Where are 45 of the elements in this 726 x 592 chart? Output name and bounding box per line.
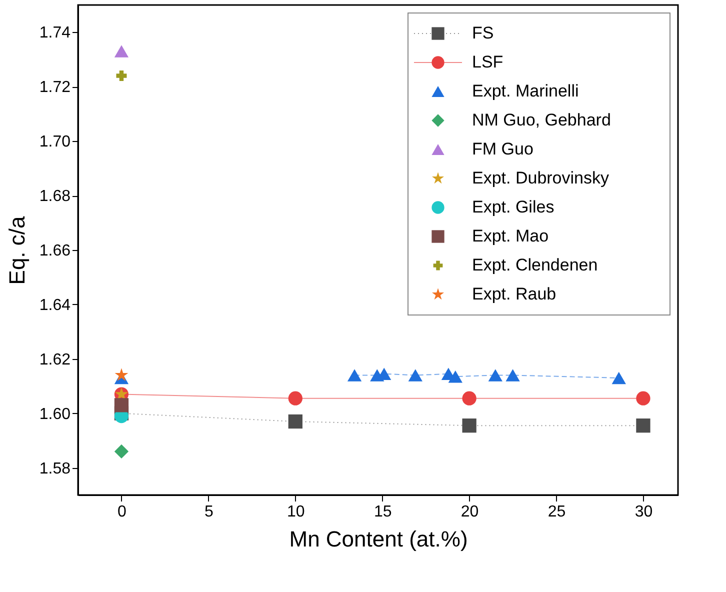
point: [288, 414, 302, 429]
y-tick-label: 1.58: [39, 460, 71, 478]
legend-label: Expt. Mao: [472, 226, 549, 246]
point: [612, 372, 626, 384]
point: [114, 398, 129, 412]
point: [462, 418, 476, 433]
legend-label: Expt. Raub: [472, 284, 556, 304]
y-tick-label: 1.68: [39, 188, 71, 206]
legend-label: NM Guo, Gebhard: [472, 110, 611, 130]
point: [448, 370, 462, 383]
legend-label: Expt. Marinelli: [472, 82, 579, 100]
point: [636, 418, 650, 433]
y-tick-label: 1.70: [39, 134, 71, 151]
legend-label: FS: [472, 24, 494, 42]
point: [506, 369, 520, 382]
y-axis-title: Eq. c/a: [4, 215, 30, 285]
legend-label: FM Guo: [472, 140, 534, 158]
legend-label: Expt. Clendenen: [472, 256, 598, 274]
y-tick-label: 1.62: [39, 351, 71, 368]
y-tick-label: 1.66: [39, 242, 71, 260]
point: [462, 391, 476, 406]
point: [288, 391, 302, 406]
point: [488, 369, 502, 382]
legend-label: LSF: [472, 52, 504, 72]
x-tick-label: 20: [460, 504, 479, 520]
point: [114, 368, 128, 381]
x-axis-title: Mn Content (at.%): [289, 526, 468, 552]
x-tick-label: 25: [548, 504, 566, 520]
point: [636, 391, 650, 406]
point: [116, 70, 127, 82]
y-tick-label: 1.60: [39, 406, 71, 423]
legend-label: Expt. Giles: [472, 198, 554, 216]
x-tick-label: 10: [286, 504, 305, 520]
point: [408, 369, 422, 382]
x-tick-label: 15: [374, 504, 392, 520]
point: [114, 45, 129, 58]
x-tick-label: 5: [204, 504, 214, 520]
legend-label: Expt. Dubrovinsky: [472, 168, 610, 188]
y-tick-label: 1.72: [39, 79, 71, 96]
y-tick-label: 1.74: [39, 24, 71, 42]
x-tick-label: 30: [634, 504, 653, 520]
x-tick-label: 0: [118, 504, 127, 520]
point: [347, 369, 362, 382]
y-tick-label: 1.64: [39, 296, 71, 314]
point: [114, 444, 129, 459]
